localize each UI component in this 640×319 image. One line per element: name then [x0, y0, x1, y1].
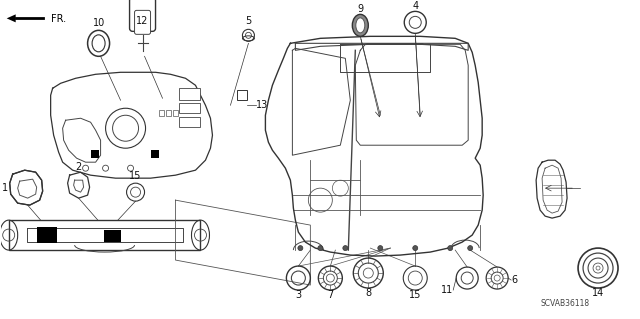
Text: 6: 6 [511, 275, 517, 285]
Text: 4: 4 [412, 1, 419, 11]
Bar [179, 117, 200, 127]
Bar [179, 88, 200, 100]
Circle shape [413, 246, 418, 251]
Bar [237, 90, 248, 100]
Text: 7: 7 [327, 290, 333, 300]
Text: 13: 13 [257, 100, 269, 110]
Bar [179, 103, 200, 113]
Ellipse shape [352, 14, 368, 36]
Text: SCVAB36118: SCVAB36118 [540, 299, 589, 308]
Circle shape [378, 246, 383, 251]
Bar [173, 110, 177, 116]
Text: 9: 9 [357, 4, 364, 14]
FancyBboxPatch shape [134, 11, 150, 34]
Bar [9, 220, 200, 250]
Circle shape [448, 246, 452, 251]
FancyBboxPatch shape [129, 0, 156, 31]
Text: FR.: FR. [51, 14, 66, 24]
Text: 15: 15 [129, 171, 141, 181]
Polygon shape [36, 227, 56, 243]
Circle shape [318, 246, 323, 251]
Circle shape [468, 246, 473, 251]
Circle shape [343, 246, 348, 251]
Text: 8: 8 [365, 288, 371, 298]
Polygon shape [91, 150, 99, 158]
Text: 1: 1 [1, 183, 8, 193]
Circle shape [298, 246, 303, 251]
Text: 2: 2 [76, 162, 82, 172]
Text: 11: 11 [441, 285, 453, 295]
Polygon shape [150, 150, 159, 158]
Text: 15: 15 [409, 290, 421, 300]
Text: 14: 14 [592, 288, 604, 298]
Polygon shape [6, 14, 16, 22]
Bar [159, 110, 164, 116]
Text: 12: 12 [136, 16, 148, 26]
Polygon shape [104, 230, 120, 242]
Ellipse shape [356, 18, 365, 33]
Text: 3: 3 [295, 290, 301, 300]
Text: 10: 10 [92, 19, 105, 28]
Text: 5: 5 [245, 16, 252, 26]
Bar [166, 110, 170, 116]
